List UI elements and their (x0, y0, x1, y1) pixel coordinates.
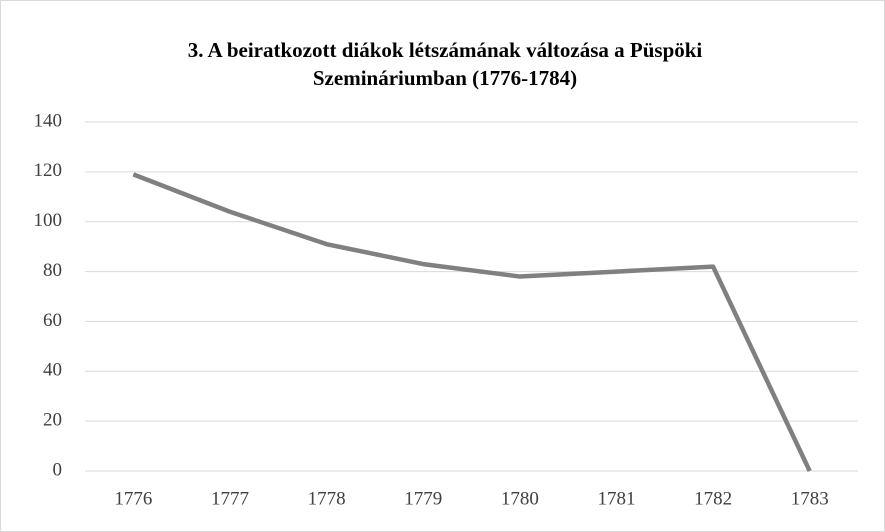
data-line (132, 172, 812, 472)
x-tick-label: 1776 (114, 488, 152, 509)
y-tick-label: 80 (43, 260, 62, 281)
x-tick-label: 1779 (404, 488, 442, 509)
x-tick-label: 1778 (308, 488, 346, 509)
y-tick-label: 60 (43, 310, 62, 331)
y-tick-label: 20 (43, 410, 62, 431)
x-tick-label: 1781 (597, 488, 635, 509)
y-tick-label: 0 (53, 459, 63, 480)
y-tick-label: 120 (34, 160, 63, 181)
x-tick-label: 1777 (211, 488, 249, 509)
chart-title: Szemináriumban (1776-1784) (313, 66, 577, 90)
chart-title: 3. A beiratkozott diákok létszámának vál… (188, 38, 703, 62)
y-tick-label: 100 (34, 210, 63, 231)
x-tick-label: 1780 (501, 488, 539, 509)
x-tick-label: 1783 (791, 488, 829, 509)
y-tick-label: 40 (43, 360, 62, 381)
x-tick-label: 1782 (694, 488, 732, 509)
y-tick-label: 140 (34, 110, 63, 131)
